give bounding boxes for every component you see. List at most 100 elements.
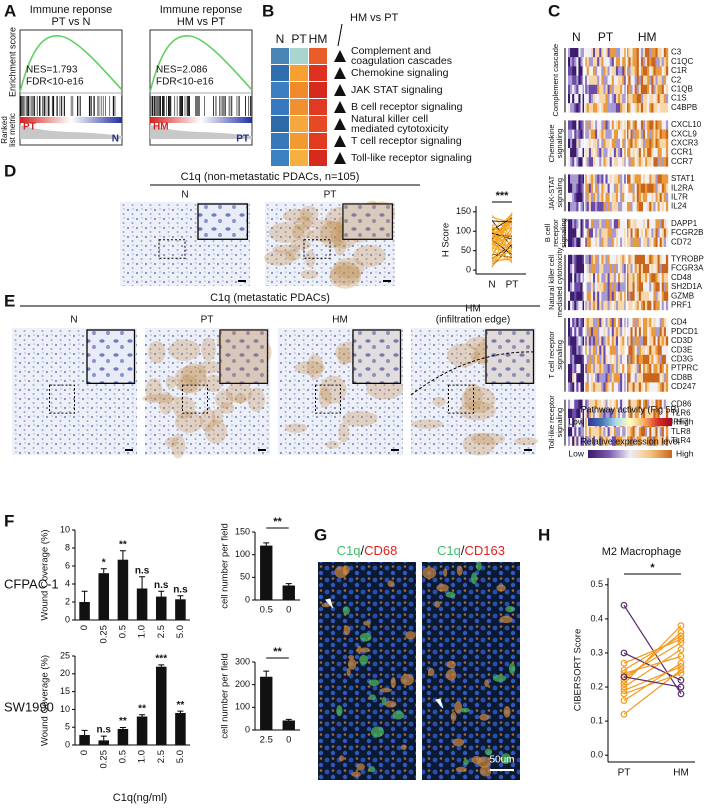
heat-cell <box>595 318 598 328</box>
heat-cell <box>593 75 596 85</box>
heat-cell <box>593 273 596 283</box>
heat-cell <box>665 399 669 409</box>
heat-cell <box>632 436 635 446</box>
heat-cell <box>601 282 604 292</box>
heat-cell <box>568 174 571 184</box>
heat-cell <box>597 84 600 95</box>
heat-cell <box>630 382 633 392</box>
heat-cell <box>590 399 594 409</box>
plot-frame <box>149 29 253 146</box>
heat-cell <box>593 264 596 274</box>
pair-texture <box>491 226 513 240</box>
heat-cell <box>628 84 631 95</box>
heat-cell <box>576 48 579 58</box>
heat-cell <box>578 192 581 203</box>
heat-cell <box>649 282 652 292</box>
heat-cell <box>622 354 625 365</box>
heat-cell <box>611 103 615 113</box>
heat-cell <box>597 291 600 301</box>
group-label: mediated cytotoxicity <box>555 247 564 317</box>
error-bar <box>285 583 292 586</box>
heat-cell <box>649 94 652 104</box>
edge-line <box>410 351 537 396</box>
heat-cell <box>657 364 660 374</box>
heat-cell <box>613 373 617 383</box>
heat-cell <box>665 327 669 337</box>
heat-cell <box>663 327 667 337</box>
heat-cell <box>613 399 617 409</box>
heat-cell <box>603 345 606 355</box>
heat-cell <box>665 94 669 104</box>
heat-cell <box>636 399 640 409</box>
heat-cell <box>607 399 610 409</box>
signal <box>387 580 395 587</box>
stain-area <box>338 422 350 443</box>
stain-area <box>201 337 216 362</box>
heat-cell <box>593 318 596 328</box>
heat-cell <box>590 264 594 274</box>
heat-cell <box>657 273 660 283</box>
heat-cell <box>605 273 608 283</box>
heat-cell <box>570 75 573 85</box>
heat-cell <box>597 237 600 247</box>
heat-cell <box>574 66 577 76</box>
heat-cell <box>615 192 619 203</box>
heat-cell <box>655 174 658 184</box>
heat-cell <box>568 192 571 203</box>
heat-cell <box>643 427 646 437</box>
heat-cell <box>655 399 658 409</box>
heat-cell <box>603 237 606 247</box>
heat-cell <box>609 345 612 355</box>
pathway-name: Toll-like receptor signaling <box>351 152 472 164</box>
point <box>677 676 685 684</box>
heat-cell <box>588 436 592 446</box>
gene-label: TLR4 <box>671 436 691 445</box>
y-tick-label: 5 <box>65 722 70 732</box>
heat-cell <box>601 436 604 446</box>
heat-cell <box>651 157 654 167</box>
activity-cell <box>309 99 327 115</box>
y-tick-label: 100 <box>235 702 250 712</box>
pair-texture <box>491 212 513 257</box>
heat-cell <box>632 75 635 85</box>
heat-cell <box>638 399 642 409</box>
heat-cell <box>584 148 587 158</box>
heat-cell <box>630 399 633 409</box>
heat-cell <box>580 157 583 167</box>
heat-cell <box>620 183 623 193</box>
heat-cell <box>643 300 646 311</box>
heat-cell <box>645 237 648 247</box>
stain-area <box>177 374 198 394</box>
heat-cell <box>613 254 617 265</box>
heat-cell <box>663 157 667 167</box>
heat-cell <box>622 174 625 184</box>
heat-cell <box>568 364 571 374</box>
heat-cell <box>572 254 575 265</box>
heat-cell <box>647 336 650 346</box>
heat-cell <box>588 57 592 67</box>
heat-cell <box>620 408 623 419</box>
heat-cell <box>593 148 596 158</box>
heat-cell <box>653 219 656 229</box>
stain-area <box>204 374 223 393</box>
heat-cell <box>626 382 629 392</box>
signal <box>460 707 470 713</box>
heat-cell <box>605 354 608 365</box>
gene-label: GZMB <box>671 291 694 300</box>
heat-cell <box>568 94 571 104</box>
heat-cell <box>630 327 633 337</box>
heat-cell <box>632 192 635 203</box>
heat-cell <box>611 183 615 193</box>
heat-cell <box>628 174 631 184</box>
x-tick-label: 0.5 <box>117 750 128 763</box>
heat-cell <box>632 318 635 328</box>
heat-cell <box>613 273 617 283</box>
heat-cell <box>597 120 600 130</box>
heat-cell <box>570 373 573 383</box>
paired-line <box>623 625 682 685</box>
heat-cell <box>653 354 656 365</box>
stain-area <box>294 361 326 375</box>
heat-cell <box>657 254 660 265</box>
heat-cell <box>609 75 612 85</box>
heat-cell <box>607 254 610 265</box>
